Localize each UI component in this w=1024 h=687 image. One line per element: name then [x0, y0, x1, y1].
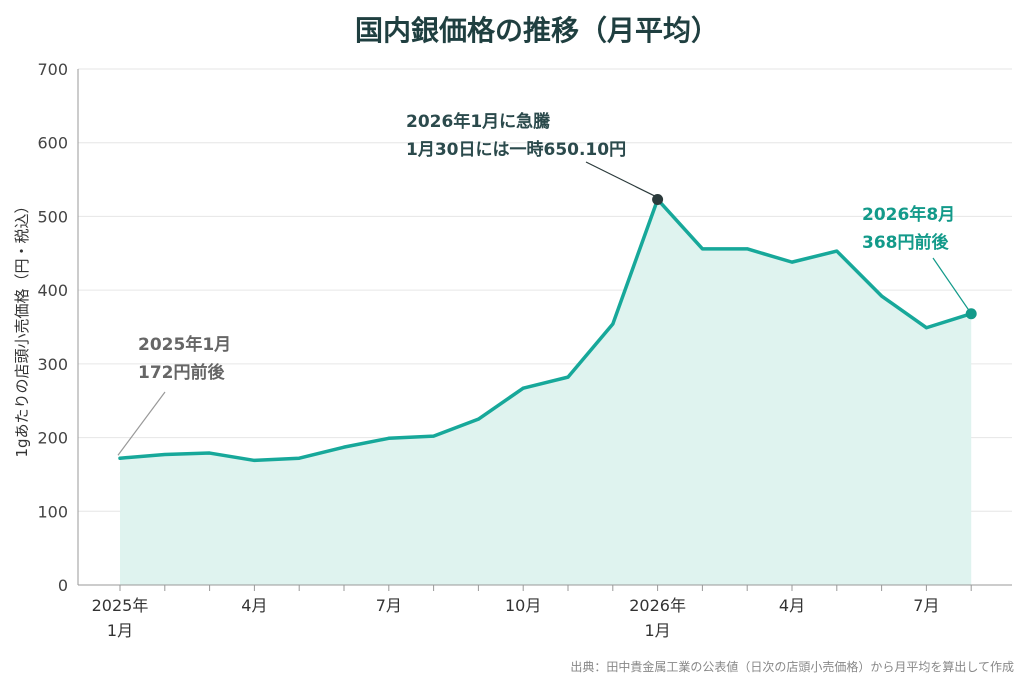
- annotation-text: 368円前後: [862, 232, 949, 253]
- data-point: [700, 247, 704, 251]
- x-ticks: 2025年 1月 4月 7月 10月 2026年 1月 4月 7月: [92, 596, 940, 640]
- chart-title: 国内銀価格の推移（月平均）: [355, 14, 719, 47]
- annotation-text: 2026年1月に急騰: [406, 111, 551, 132]
- data-point: [790, 260, 794, 264]
- y-tick-label: 400: [37, 281, 68, 300]
- x-tick-label: 1月: [645, 621, 671, 640]
- annotation-text: 2026年8月: [862, 204, 955, 225]
- data-point: [745, 247, 749, 251]
- x-tick-label: 2026年: [629, 596, 686, 615]
- data-point: [118, 456, 122, 460]
- data-point: [566, 375, 570, 379]
- x-tick-label: 7月: [376, 596, 402, 615]
- source-note: 出典：田中貴金属工業の公表値（日次の店頭小売価格）から月平均を算出して作成: [570, 659, 1014, 674]
- y-tick-label: 100: [37, 502, 68, 521]
- y-tick-label: 700: [37, 60, 68, 79]
- annotation-text: 172円前後: [138, 362, 225, 383]
- data-point: [880, 294, 884, 298]
- annotation-leader: [117, 391, 166, 456]
- data-point: [835, 249, 839, 253]
- annotation-leader: [932, 257, 970, 312]
- data-point: [208, 451, 212, 455]
- x-tick-label: 4月: [241, 596, 267, 615]
- annotation-text: 1月30日には一時650.10円: [406, 139, 626, 160]
- line-layer: [118, 197, 973, 463]
- x-tick-label: 2025年: [92, 596, 149, 615]
- x-tick-label: 10月: [505, 596, 541, 615]
- area-layer: [120, 199, 972, 585]
- x-tick-label: 1月: [107, 621, 133, 640]
- data-point: [611, 322, 615, 326]
- data-point: [521, 386, 525, 390]
- y-tick-label: 500: [37, 207, 68, 226]
- annotation-leader: [585, 161, 656, 198]
- series-line: [118, 197, 973, 463]
- y-tick-label: 600: [37, 134, 68, 153]
- data-point: [387, 436, 391, 440]
- axes: [77, 69, 1012, 591]
- data-point: [252, 458, 256, 462]
- annotation-marker: [652, 193, 664, 205]
- data-point: [163, 453, 167, 457]
- y-tick-label: 0: [58, 576, 68, 595]
- series-area: [120, 199, 972, 585]
- y-tick-label: 200: [37, 429, 68, 448]
- y-tick-label: 300: [37, 355, 68, 374]
- x-tick-label: 7月: [913, 596, 939, 615]
- data-point: [432, 434, 436, 438]
- annotation-text: 2025年1月: [138, 334, 231, 355]
- data-point: [476, 417, 480, 421]
- data-point: [924, 326, 928, 330]
- annotation-marker: [965, 308, 977, 320]
- x-tick-label: 4月: [779, 596, 805, 615]
- y-axis-label: 1gあたりの店頭小売価格（円・税込）: [13, 198, 31, 457]
- annotations: 2025年1月 172円前後 2026年1月に急騰 1月30日には一時650.10円 2…: [117, 111, 977, 456]
- data-point: [342, 445, 346, 449]
- grid: [78, 68, 1012, 512]
- y-ticks: 0 100 200 300 400 500 600 700: [37, 60, 68, 595]
- data-point: [297, 456, 301, 460]
